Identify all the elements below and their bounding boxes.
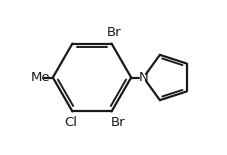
- Text: Me: Me: [30, 71, 50, 84]
- Text: Cl: Cl: [64, 116, 77, 129]
- Text: Br: Br: [110, 116, 125, 129]
- Text: N: N: [138, 71, 148, 84]
- Text: Br: Br: [106, 26, 121, 39]
